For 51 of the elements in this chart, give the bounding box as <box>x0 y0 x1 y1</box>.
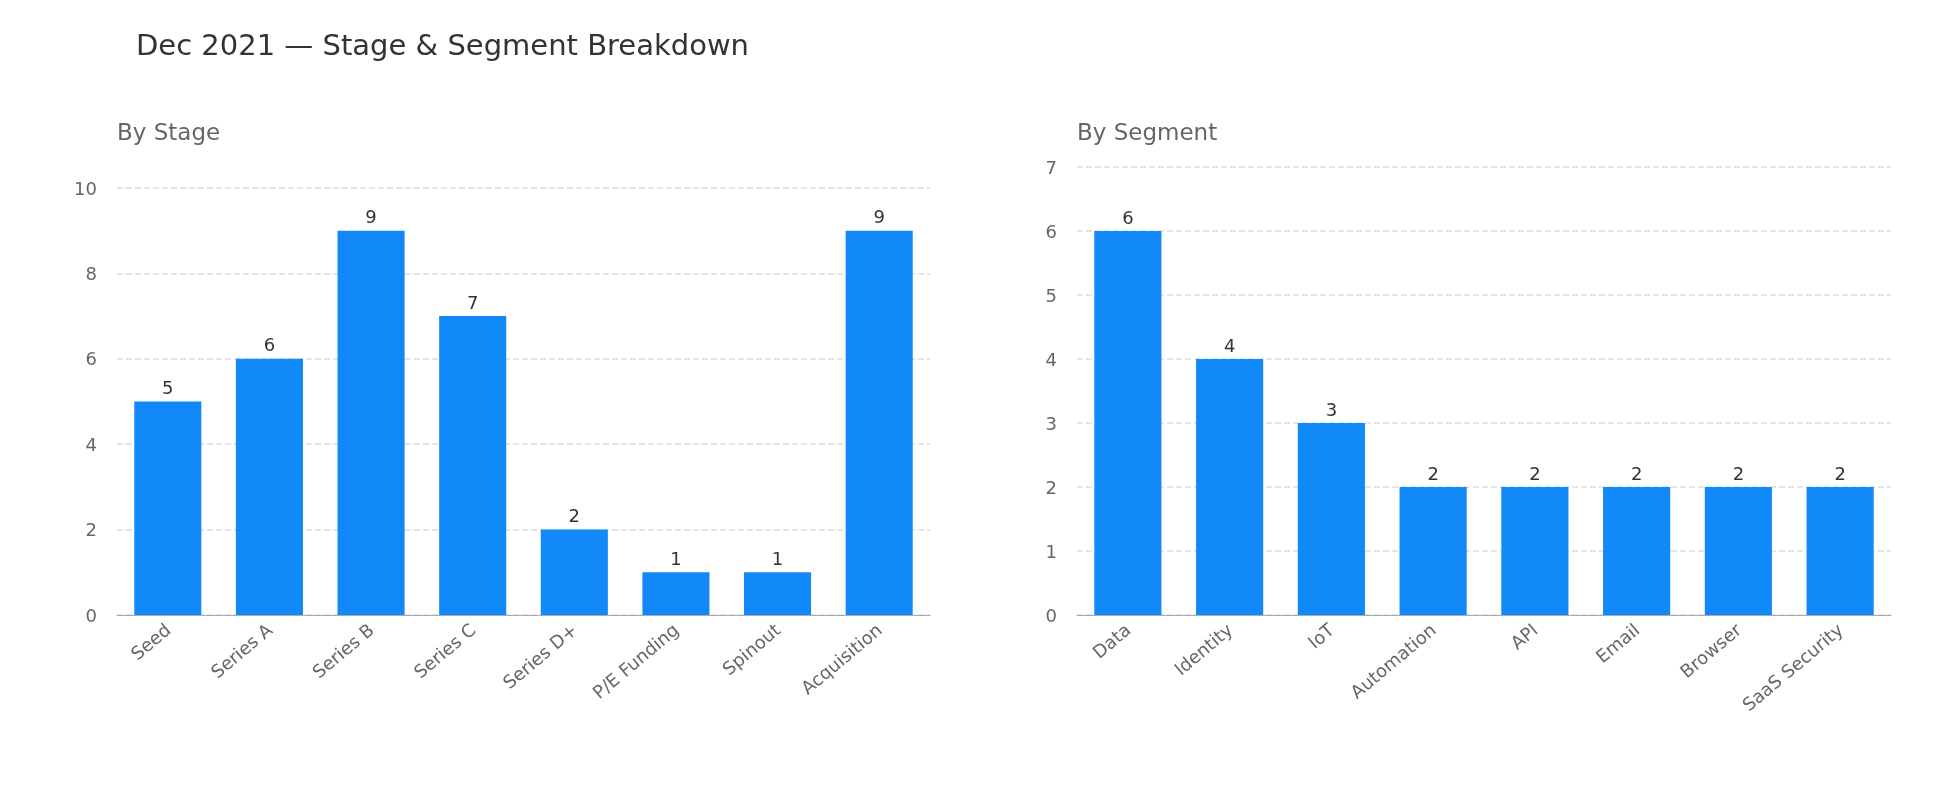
bar <box>845 230 913 615</box>
y-tick-label: 2 <box>85 519 97 541</box>
data-label: 1 <box>670 547 682 569</box>
data-label: 2 <box>1630 462 1643 484</box>
y-tick-label: 4 <box>1045 348 1057 370</box>
y-tick-label: 3 <box>1045 412 1057 434</box>
data-label: 2 <box>1529 462 1541 484</box>
data-label: 2 <box>1732 462 1745 484</box>
data-label: 6 <box>263 334 276 356</box>
data-label: 2 <box>1834 462 1846 484</box>
y-tick-label: 6 <box>85 348 97 370</box>
y-tick-label: 1 <box>1045 540 1057 562</box>
data-label: 5 <box>162 377 174 398</box>
data-label: 9 <box>365 206 377 228</box>
bar <box>1806 487 1874 615</box>
bar <box>1094 231 1162 615</box>
bar <box>744 572 812 615</box>
bar <box>1196 359 1264 615</box>
y-tick-label: 0 <box>1045 604 1057 626</box>
data-label: 6 <box>1122 206 1134 228</box>
data-label: 2 <box>568 505 581 527</box>
y-tick-label: 10 <box>74 177 97 199</box>
y-tick-label: 0 <box>85 604 97 626</box>
bar <box>1399 487 1467 615</box>
chart-subtitle: By Stage <box>117 118 221 145</box>
bar <box>540 529 608 615</box>
data-label: 9 <box>873 206 885 228</box>
bar <box>1501 487 1569 615</box>
data-label: 1 <box>771 547 784 569</box>
x-tick-label: IoT <box>1303 618 1339 653</box>
bar <box>337 230 405 615</box>
bar <box>235 358 303 615</box>
data-label: 2 <box>1427 462 1439 484</box>
chart-title: Dec 2021 — Stage & Segment Breakdown <box>136 27 749 62</box>
y-tick-label: 5 <box>1045 284 1057 306</box>
x-tick-label: API <box>1506 618 1542 654</box>
bar <box>642 572 710 615</box>
bar <box>1603 487 1671 615</box>
bar <box>439 316 507 615</box>
y-tick-label: 2 <box>1045 476 1057 498</box>
y-tick-label: 6 <box>1045 220 1057 242</box>
bar <box>1297 423 1365 615</box>
y-tick-label: 8 <box>85 262 97 284</box>
y-tick-label: 7 <box>1045 156 1057 178</box>
data-label: 7 <box>466 291 479 313</box>
chart-subtitle: By Segment <box>1077 118 1218 145</box>
data-label: 3 <box>1325 398 1338 420</box>
data-label: 4 <box>1223 334 1236 356</box>
bar <box>134 401 202 615</box>
y-tick-label: 4 <box>85 433 97 455</box>
bar <box>1704 487 1772 615</box>
